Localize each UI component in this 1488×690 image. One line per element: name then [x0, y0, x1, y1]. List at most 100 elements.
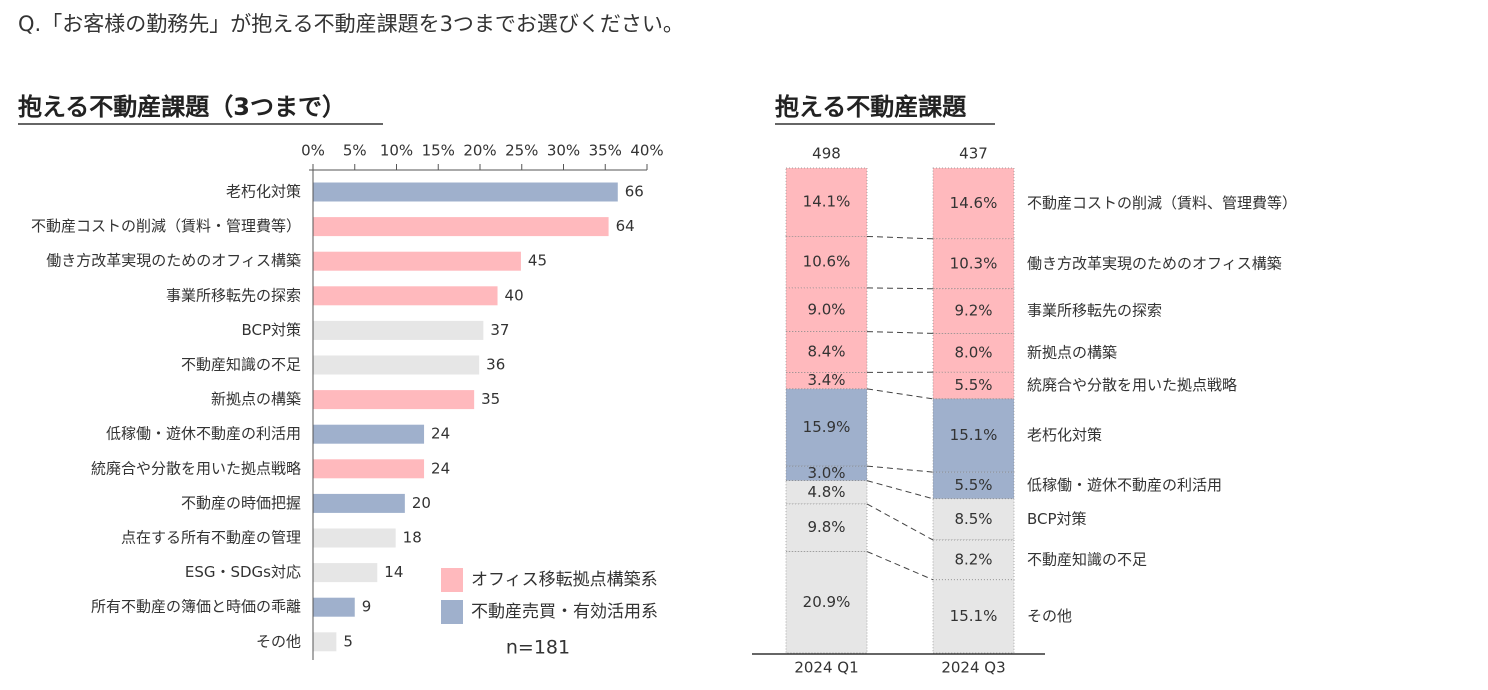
connector: [866, 480, 934, 500]
connector: [866, 551, 934, 581]
bar: [313, 597, 355, 617]
segment-label: 9.8%: [807, 518, 845, 536]
value-label: 24: [431, 459, 450, 477]
value-label: 5: [343, 632, 353, 650]
value-label: 9: [362, 598, 372, 616]
segment: [785, 551, 868, 654]
segment-label: 9.0%: [807, 300, 845, 318]
legend-swatch: [441, 600, 463, 624]
segment: [932, 333, 1015, 373]
x-tick-label: 40%: [630, 142, 663, 160]
category-label: 不動産知識の不足: [181, 356, 301, 374]
series-label: 低稼働・遊休不動産の利活用: [1027, 476, 1222, 494]
value-label: 14: [384, 563, 403, 581]
bar: [313, 424, 425, 444]
bar: [313, 632, 337, 652]
segment-label: 5.5%: [954, 476, 992, 494]
series-label: 事業所移転先の探索: [1027, 302, 1162, 320]
segment: [785, 236, 868, 289]
bar: [313, 320, 484, 340]
segment-label: 10.6%: [803, 253, 851, 271]
bar: [313, 182, 618, 202]
bar: [313, 251, 521, 271]
x-tick-label: 15%: [422, 142, 455, 160]
x-tick-label: 25%: [505, 142, 538, 160]
x-tick-label: 10%: [380, 142, 413, 160]
value-label: 45: [528, 252, 547, 270]
segment-label: 10.3%: [950, 254, 998, 272]
value-label: 37: [490, 321, 509, 339]
segment-label: 9.2%: [954, 302, 992, 320]
x-tick-label: 30%: [547, 142, 580, 160]
segment: [932, 371, 1015, 400]
x-tick-label: 0%: [301, 142, 325, 160]
segment-label: 4.8%: [807, 483, 845, 501]
bar: [313, 459, 425, 479]
category-label: その他: [256, 632, 301, 650]
segment-label: 3.0%: [807, 464, 845, 482]
segment-label: 8.2%: [954, 550, 992, 568]
series-label: BCP対策: [1027, 510, 1087, 528]
series-label: その他: [1027, 607, 1072, 625]
x-tick-label: 35%: [589, 142, 622, 160]
value-label: 66: [625, 183, 644, 201]
category-label: 老朽化対策: [226, 183, 301, 201]
bar: [313, 286, 498, 306]
connector: [866, 235, 934, 240]
right-title: 抱える不動産課題: [775, 93, 967, 121]
bar: [313, 493, 405, 513]
sample-size: n=181: [506, 637, 570, 659]
segment-label: 8.0%: [954, 343, 992, 361]
category-label: 不動産コストの削減（賃料・管理費等）: [31, 217, 301, 235]
value-label: 20: [412, 494, 431, 512]
category-label: 統廃合や分散を用いた拠点戦略: [91, 459, 301, 477]
segment-label: 15.1%: [950, 607, 998, 625]
value-label: 64: [616, 217, 635, 235]
x-tick-label: 5%: [343, 142, 367, 160]
segment: [785, 503, 868, 552]
connector: [866, 503, 934, 541]
x-tick-label: 20%: [463, 142, 496, 160]
legend-label: 不動産売買・有効活用系: [471, 602, 658, 622]
x-tick-label: 2024 Q3: [941, 659, 1005, 677]
category-label: BCP対策: [241, 321, 301, 339]
segment: [932, 398, 1015, 473]
series-label: 働き方改革実現のためのオフィス構築: [1027, 254, 1282, 272]
value-label: 40: [505, 286, 524, 304]
connector: [866, 388, 934, 400]
bar: [313, 355, 480, 375]
segment-label: 20.9%: [803, 593, 851, 611]
value-label: 24: [431, 425, 450, 443]
bar: [313, 528, 396, 548]
total-label: 437: [959, 145, 988, 163]
legend-label: オフィス移転拠点構築系: [471, 570, 658, 590]
question: Q.「お客様の勤務先」が抱える不動産課題を3つまでお選びください。: [18, 12, 684, 36]
value-label: 18: [403, 529, 422, 547]
segment-label: 14.1%: [803, 193, 851, 211]
segment-label: 14.6%: [950, 194, 998, 212]
series-label: 老朽化対策: [1027, 426, 1102, 444]
segment-label: 15.1%: [950, 426, 998, 444]
segment-label: 3.4%: [807, 371, 845, 389]
value-label: 36: [486, 356, 505, 374]
segment-label: 8.5%: [954, 510, 992, 528]
value-label: 35: [481, 390, 500, 408]
category-label: 不動産の時価把握: [181, 494, 301, 512]
segment: [932, 288, 1015, 334]
category-label: 点在する所有不動産の管理: [121, 529, 301, 547]
segment-label: 5.5%: [954, 376, 992, 394]
legend-swatch: [441, 568, 463, 592]
x-tick-label: 2024 Q1: [794, 659, 858, 677]
connector: [866, 465, 934, 473]
bar: [313, 390, 475, 410]
segment-label: 8.4%: [807, 342, 845, 360]
series-label: 不動産コストの削減（賃料、管理費等）: [1027, 194, 1297, 212]
segment: [785, 465, 868, 482]
connector: [866, 287, 934, 290]
left-title: 抱える不動産課題（3つまで）: [18, 93, 346, 121]
category-label: 事業所移転先の探索: [166, 286, 301, 304]
connector: [866, 331, 934, 334]
category-label: 低稼働・遊休不動産の利活用: [106, 425, 301, 443]
segment-label: 15.9%: [803, 418, 851, 436]
series-label: 新拠点の構築: [1027, 343, 1117, 361]
